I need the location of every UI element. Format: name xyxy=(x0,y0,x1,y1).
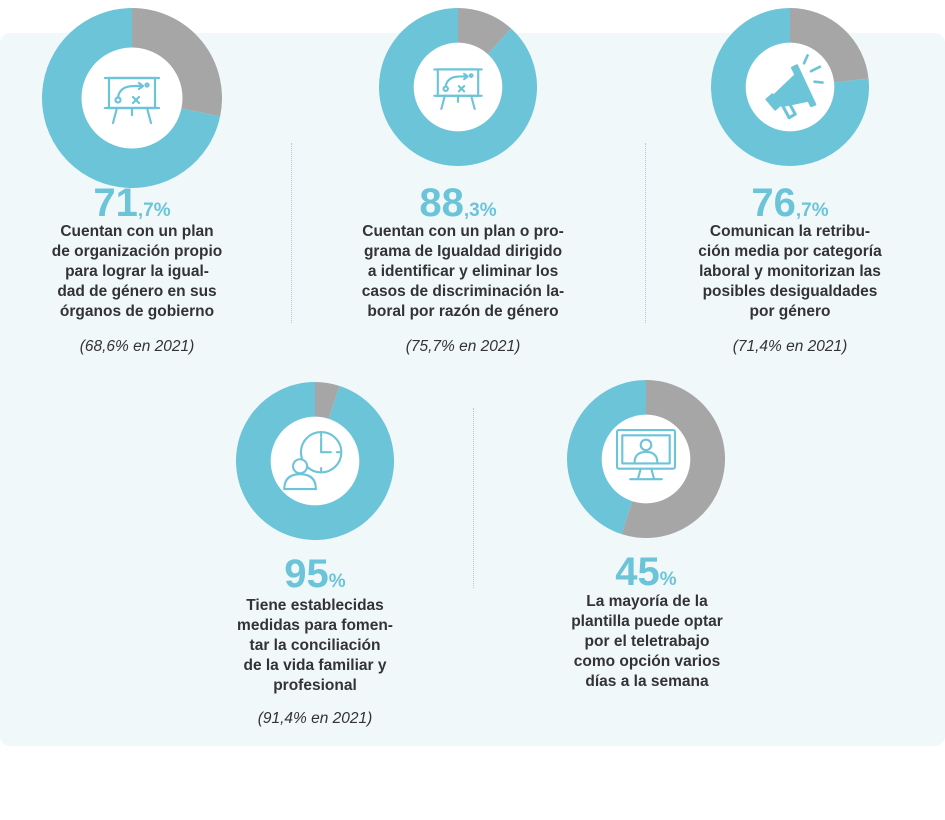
stat-decimal: ,7% xyxy=(795,200,829,221)
stat-decimal: ,3% xyxy=(463,200,497,221)
previous-year-value: (71,4% en 2021) xyxy=(732,338,848,355)
previous-year-value: (75,7% en 2021) xyxy=(405,338,521,355)
stat-description: Cuentan con un plan de organización prop… xyxy=(51,223,223,320)
stat-description: Comunican la retribu- ción media por cat… xyxy=(698,223,882,320)
donut-chart xyxy=(567,380,725,538)
column-divider xyxy=(645,143,646,323)
donut-value-segment xyxy=(379,8,537,166)
stat-number: 88 xyxy=(419,181,464,225)
donut-value-segment xyxy=(711,8,869,166)
donut-rest-segment xyxy=(457,8,511,56)
stat-decimal: % xyxy=(328,571,346,592)
stat-description: Cuentan con un plan o pro- grama de Igua… xyxy=(361,223,565,320)
column-divider xyxy=(291,143,292,323)
previous-year-value: (91,4% en 2021) xyxy=(257,710,373,727)
column-divider xyxy=(473,408,474,588)
donut-value-segment xyxy=(42,8,221,188)
stat-description: Tiene establecidas medidas para fomen- t… xyxy=(237,597,393,694)
donut-hole xyxy=(601,414,691,504)
donut-rest-segment xyxy=(314,382,340,420)
donut-rest-segment xyxy=(789,8,869,84)
stat-number: 71 xyxy=(93,181,138,225)
remote-work-monitor-icon xyxy=(615,428,677,481)
stat-description: La mayoría de la plantilla puede optar p… xyxy=(571,593,723,690)
donut-rest-segment xyxy=(131,8,222,117)
person-clock-icon xyxy=(283,430,343,491)
stat-decimal: % xyxy=(659,569,677,590)
donut-value-segment xyxy=(567,380,647,535)
donut-hole xyxy=(81,47,183,149)
previous-year-value: (68,6% en 2021) xyxy=(79,338,195,355)
megaphone-icon xyxy=(765,54,824,120)
stat-decimal: ,7% xyxy=(137,200,171,221)
strategy-board-icon xyxy=(103,76,161,125)
donut-chart xyxy=(379,8,537,166)
donut-value-segment xyxy=(236,382,394,540)
donut-rest-segment xyxy=(621,380,725,538)
stat-number: 76 xyxy=(751,181,796,225)
donut-hole xyxy=(413,42,503,132)
strategy-board-icon xyxy=(433,68,483,110)
donut-chart xyxy=(42,8,222,188)
stat-number: 95 xyxy=(284,552,329,596)
stat-number: 45 xyxy=(615,550,660,594)
